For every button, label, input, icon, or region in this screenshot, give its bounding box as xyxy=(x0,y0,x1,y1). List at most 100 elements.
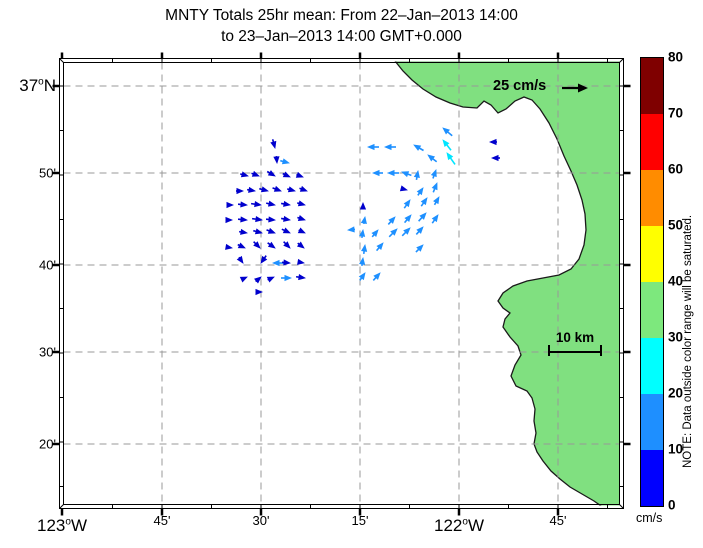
current-vector xyxy=(240,171,249,178)
current-vector xyxy=(253,241,261,249)
current-vector xyxy=(287,186,296,193)
current-vector xyxy=(442,127,453,137)
current-vector xyxy=(401,171,412,178)
current-vector xyxy=(347,226,356,233)
current-vector xyxy=(282,171,291,178)
current-vector xyxy=(413,144,424,152)
colorbar-tick-80: 80 xyxy=(668,49,684,65)
colorbar-tick-50: 50 xyxy=(668,217,684,233)
x-tick-label-4: 122oW xyxy=(434,516,484,535)
current-vector xyxy=(250,201,262,208)
current-vector xyxy=(255,288,263,296)
title-line-1: MNTY Totals 25hr mean: From 22–Jan–2013 … xyxy=(165,7,518,24)
current-vector xyxy=(413,170,420,181)
colorbar-tick-60: 60 xyxy=(668,161,684,177)
current-vector xyxy=(237,242,246,249)
current-vector xyxy=(415,226,424,235)
current-vector xyxy=(267,241,276,249)
current-vector xyxy=(371,229,379,238)
current-vector xyxy=(359,229,366,239)
current-vector xyxy=(280,215,291,222)
current-vector xyxy=(296,241,305,249)
current-vector xyxy=(238,228,248,235)
current-vector xyxy=(297,215,306,221)
land-mass xyxy=(394,61,620,506)
current-vector xyxy=(415,244,424,253)
current-vector xyxy=(295,274,306,281)
current-vector xyxy=(384,143,396,151)
x-tick-label-2: 30' xyxy=(252,513,270,528)
current-vector xyxy=(387,169,399,177)
current-vector xyxy=(361,244,368,255)
current-vector xyxy=(489,138,497,146)
colorbar-unit-label: cm/s xyxy=(636,511,663,525)
current-vector xyxy=(266,170,276,177)
current-vector xyxy=(431,182,438,193)
y-tick-label-3: 30' xyxy=(39,344,56,360)
current-vector xyxy=(260,255,268,264)
reference-vector-label: 25 cm/s xyxy=(493,78,547,94)
current-vector xyxy=(237,216,248,223)
current-vector xyxy=(403,199,411,209)
colorbar-segment-050-60 xyxy=(641,170,663,226)
current-vector xyxy=(225,243,233,250)
current-vector xyxy=(401,227,411,237)
x-tick-label-0: 123oW xyxy=(37,516,87,535)
current-vector xyxy=(236,255,244,264)
current-vector xyxy=(420,197,428,207)
current-vector xyxy=(403,214,412,224)
current-vector xyxy=(297,200,306,207)
title-line-2: to 23–Jan–2013 14:00 GMT+0.000 xyxy=(221,28,462,45)
current-vector xyxy=(427,154,438,163)
current-vector xyxy=(236,187,244,195)
colorbar-segment-00-10 xyxy=(641,450,663,506)
current-vector xyxy=(442,139,452,151)
current-vector xyxy=(491,154,500,162)
current-vector-field xyxy=(225,127,500,296)
y-tick-label-1: 50' xyxy=(39,165,56,181)
x-tick-label-1: 45' xyxy=(153,513,171,528)
current-vector xyxy=(239,276,248,283)
current-vector xyxy=(251,216,263,223)
map-frame xyxy=(59,58,624,509)
current-vector xyxy=(280,200,291,207)
colorbar-tick-70: 70 xyxy=(668,105,684,121)
current-vector xyxy=(270,139,277,149)
colorbar-segment-020-30 xyxy=(641,338,663,394)
x-tick-label-5: 45' xyxy=(549,513,567,528)
scale-bar xyxy=(548,345,602,356)
colorbar-segment-010-20 xyxy=(641,394,663,450)
current-vector xyxy=(359,257,366,267)
current-vector xyxy=(254,276,262,284)
current-vector xyxy=(372,169,383,177)
current-vector xyxy=(367,143,379,151)
current-vector xyxy=(372,272,381,281)
current-vector xyxy=(297,258,305,265)
current-vector xyxy=(359,202,367,210)
scale-bar-label: 10 km xyxy=(555,330,595,345)
graticule-grid xyxy=(63,62,620,505)
current-vector xyxy=(431,214,439,224)
current-vector xyxy=(388,228,398,238)
current-vector xyxy=(272,185,282,192)
colorbar xyxy=(640,57,664,507)
colorbar-tick-30: 30 xyxy=(668,329,684,345)
current-vector xyxy=(259,186,269,193)
colorbar-segment-070-80 xyxy=(641,58,663,114)
colorbar-tick-40: 40 xyxy=(668,273,684,289)
figure-title: MNTY Totals 25hr mean: From 22–Jan–2013 … xyxy=(0,5,683,47)
current-vector xyxy=(266,276,275,283)
current-vector xyxy=(297,227,306,234)
current-vector xyxy=(225,216,233,224)
current-vector xyxy=(399,185,408,192)
current-vector xyxy=(387,216,396,225)
x-tick-label-3: 15' xyxy=(351,513,369,528)
y-tick-label-2: 40' xyxy=(39,257,56,273)
current-vector xyxy=(299,185,308,192)
current-vector xyxy=(375,242,384,252)
current-vector xyxy=(430,169,437,179)
current-vector xyxy=(358,272,366,281)
current-vector xyxy=(281,274,292,282)
